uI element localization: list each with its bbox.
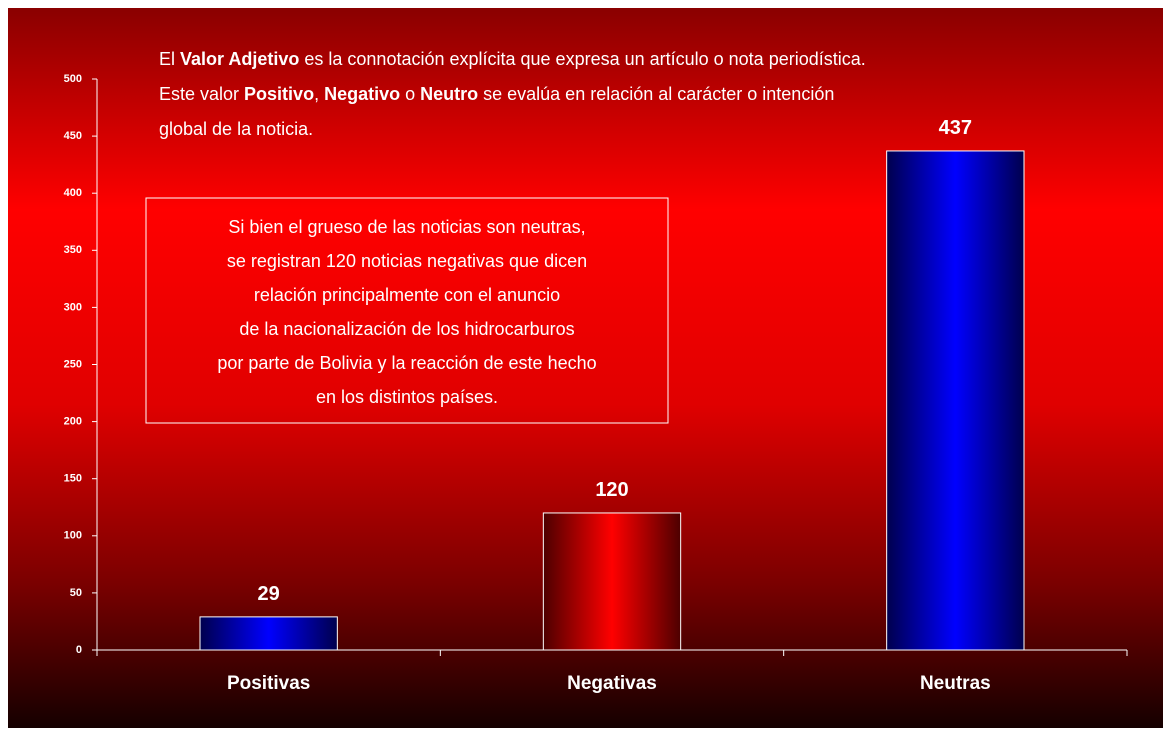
description-run: Este valor (159, 84, 244, 104)
y-tick-label: 0 (76, 644, 82, 656)
annotation-line: se registran 120 noticias negativas que … (227, 251, 587, 271)
x-tick-label: Neutras (920, 673, 991, 694)
y-tick-label: 200 (64, 416, 82, 428)
value-label: 29 (258, 583, 280, 605)
value-label: 437 (939, 117, 972, 139)
annotation-line: relación principalmente con el anuncio (254, 285, 560, 305)
y-tick-label: 350 (64, 244, 82, 256)
y-tick-label: 500 (64, 73, 82, 85)
description-run: Neutro (420, 84, 478, 104)
y-tick-label: 300 (64, 301, 82, 313)
x-tick-label: Positivas (227, 673, 310, 694)
description-run: , (314, 84, 324, 104)
annotation-line: por parte de Bolivia y la reacción de es… (217, 353, 596, 373)
y-tick-label: 50 (70, 587, 82, 599)
y-tick-label: 400 (64, 187, 82, 199)
y-tick-label: 450 (64, 130, 82, 142)
annotation-line: de la nacionalización de los hidrocarbur… (239, 319, 574, 339)
bar (886, 150, 1025, 651)
description-run: Positivo (244, 84, 314, 104)
description-line: El Valor Adjetivo es la connotación expl… (159, 49, 866, 69)
x-tick-label: Negativas (567, 673, 657, 694)
annotation-line: Si bien el grueso de las noticias son ne… (228, 217, 585, 237)
description-run: Valor Adjetivo (180, 49, 299, 69)
y-tick-label: 150 (64, 473, 82, 485)
annotation-line: en los distintos países. (316, 387, 498, 407)
y-tick-label: 100 (64, 530, 82, 542)
description-run: global de la noticia. (159, 119, 313, 139)
description-run: Negativo (324, 84, 400, 104)
description-run: es la connotación explícita que expresa … (299, 49, 865, 69)
annotation-box (145, 197, 669, 424)
description-run: o (400, 84, 420, 104)
bar (199, 616, 338, 651)
description-run: se evalúa en relación al carácter o inte… (478, 84, 834, 104)
description-line: global de la noticia. (159, 119, 313, 139)
value-label: 120 (595, 479, 628, 501)
description-line: Este valor Positivo, Negativo o Neutro s… (159, 84, 834, 104)
y-tick-label: 250 (64, 358, 82, 370)
description-run: El (159, 49, 180, 69)
bar (542, 512, 682, 651)
